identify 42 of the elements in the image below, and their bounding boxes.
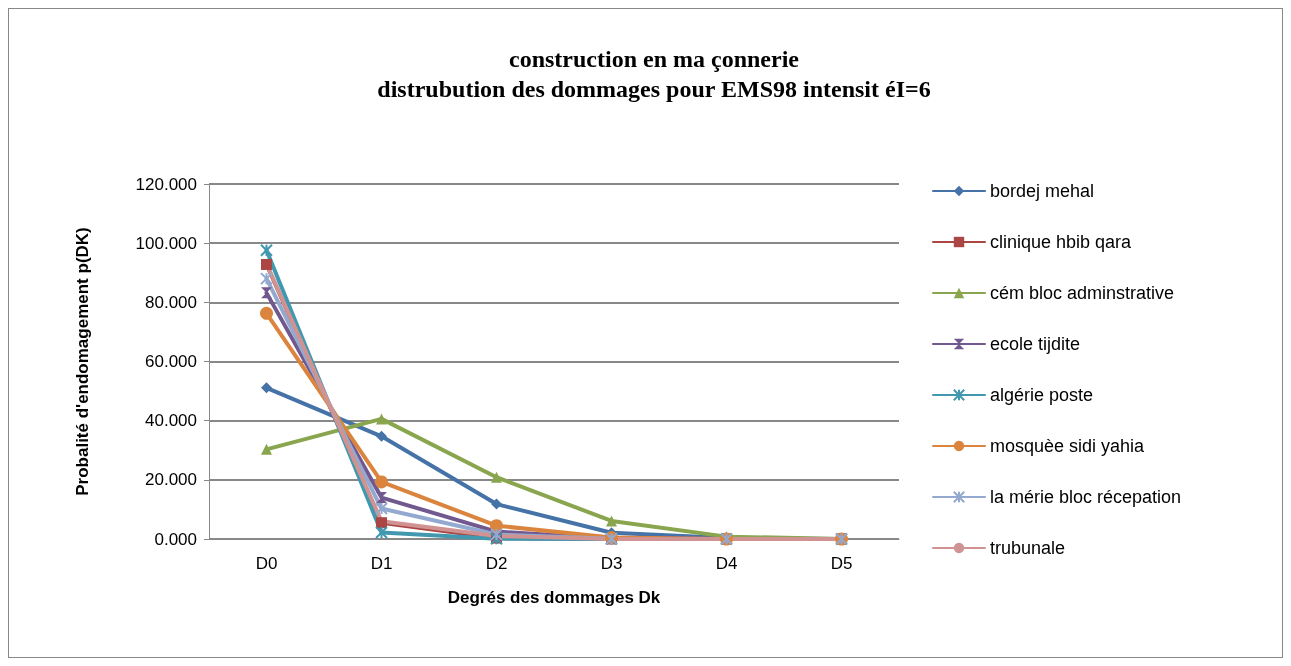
legend-label: algérie poste xyxy=(990,385,1094,405)
point xyxy=(376,430,387,442)
x-tick-label: D3 xyxy=(600,554,623,573)
x-tick-label: D1 xyxy=(370,554,393,573)
y-tick-label: 80.000 xyxy=(145,292,197,312)
y-tick-label: 120.000 xyxy=(135,174,197,194)
point xyxy=(606,515,617,527)
point xyxy=(260,243,273,257)
y-tick-label: 60.000 xyxy=(145,352,197,371)
legend-label: clinique hbib qara xyxy=(990,232,1133,252)
point xyxy=(376,492,387,504)
y-tick-label: 0.000 xyxy=(154,529,197,549)
point xyxy=(376,413,387,425)
point xyxy=(491,471,502,483)
point xyxy=(490,528,503,542)
point xyxy=(376,517,387,529)
point xyxy=(260,306,273,320)
point xyxy=(261,258,272,270)
x-tick-label: D2 xyxy=(485,554,508,573)
point xyxy=(375,502,388,516)
y-axis-title: Probalité d'endomagement p(DK) xyxy=(73,227,92,496)
point xyxy=(375,525,388,539)
legend-label: cém bloc adminstrative xyxy=(990,283,1175,303)
legend-label: ecole tijdite xyxy=(990,334,1081,354)
x-tick-label: D5 xyxy=(830,554,853,573)
legend-label: la mérie bloc récepation xyxy=(990,487,1182,507)
x-tick-label: D4 xyxy=(715,554,738,573)
point xyxy=(261,443,272,455)
y-tick-label: 20.000 xyxy=(145,470,197,490)
point xyxy=(261,287,272,299)
y-tick-label: 40.000 xyxy=(145,411,197,431)
x-axis-title: Degrés des dommages Dk xyxy=(447,588,661,607)
point xyxy=(261,382,272,394)
point xyxy=(491,498,502,510)
chart-title: construction en ma çonnerie distrubution des dommages pour EMS98 intensit éI=6 xyxy=(377,46,931,102)
point xyxy=(260,272,273,286)
point xyxy=(375,475,388,489)
legend-label: mosquèe sidi yahia xyxy=(990,436,1146,456)
y-tick-label: 100.000 xyxy=(135,233,197,253)
legend-label: trubunale xyxy=(990,538,1066,558)
legend-label: bordej mehal xyxy=(990,181,1095,201)
x-tick-label: D0 xyxy=(255,554,278,573)
